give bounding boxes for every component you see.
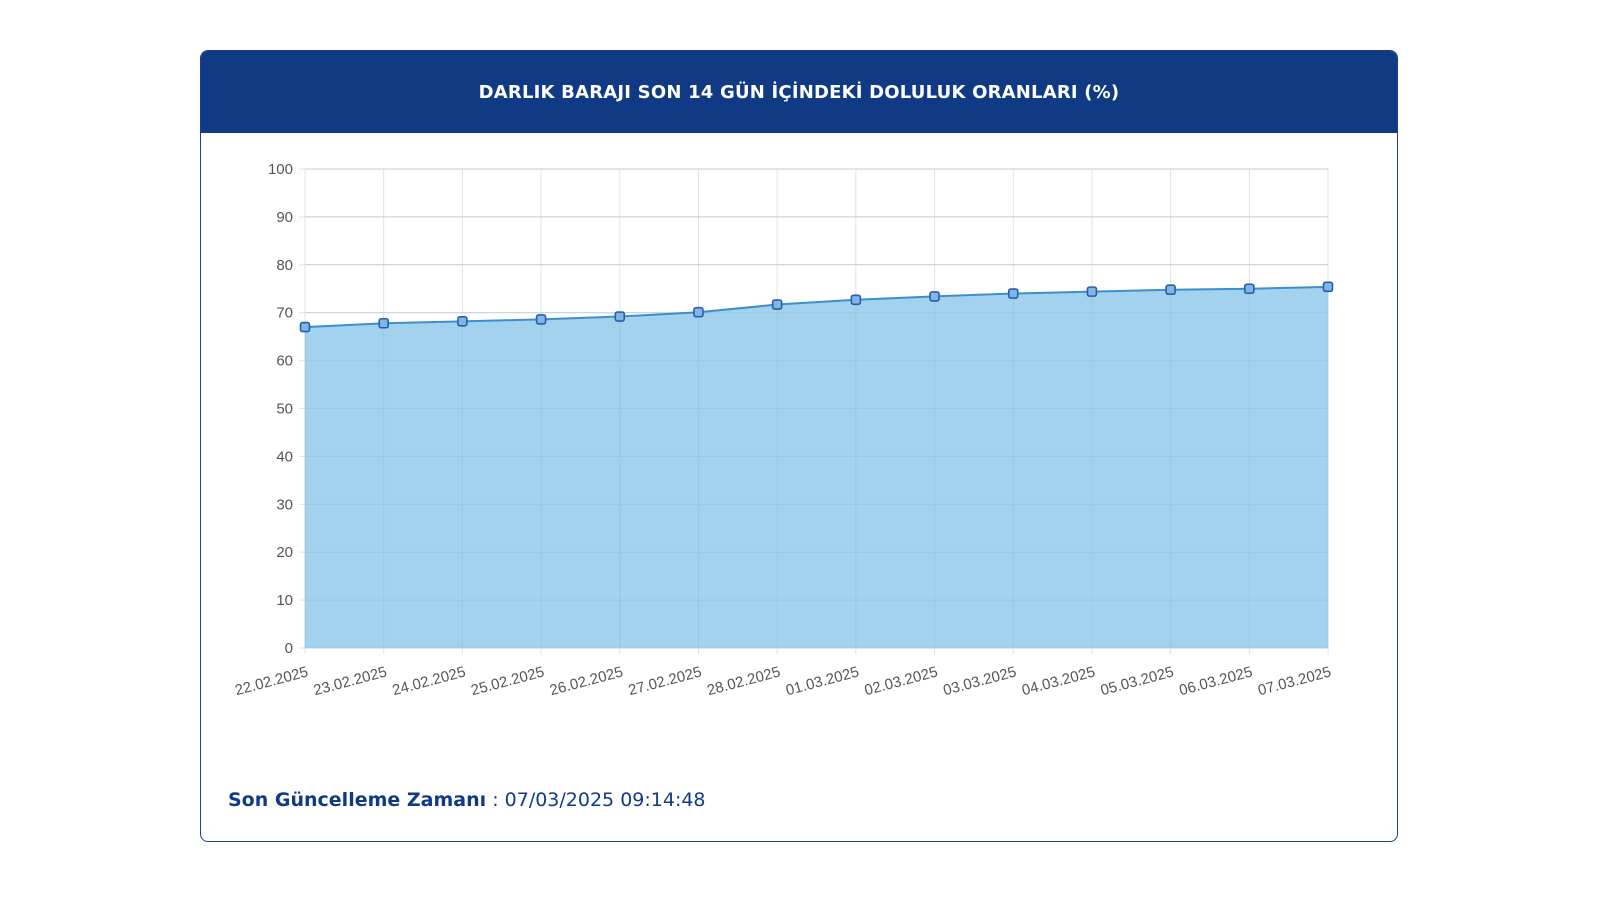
series-area (305, 286, 1328, 648)
x-tick-label: 03.03.2025 (941, 663, 1018, 699)
data-point (1165, 284, 1176, 296)
x-tick-label: 24.02.2025 (391, 663, 468, 699)
last-update: Son Güncelleme Zamanı : 07/03/2025 09:14… (228, 789, 706, 811)
data-point (535, 314, 547, 325)
x-tick-label: 22.02.2025 (233, 663, 310, 699)
x-tick-label: 23.02.2025 (312, 663, 389, 699)
data-point (614, 311, 626, 322)
x-tick-label: 26.02.2025 (548, 663, 625, 699)
x-tick-label: 05.03.2025 (1099, 663, 1176, 699)
y-tick-label: 0 (285, 640, 293, 657)
y-tick-label: 60 (276, 353, 293, 370)
data-point (850, 294, 862, 306)
x-tick-label: 04.03.2025 (1020, 663, 1097, 699)
y-tick-label: 70 (276, 305, 293, 322)
x-tick-label: 28.02.2025 (705, 663, 782, 699)
chart-title: DARLIK BARAJI SON 14 GÜN İÇİNDEKİ DOLULU… (478, 81, 1120, 103)
y-tick-label: 80 (276, 257, 293, 274)
chart-card: DARLIK BARAJI SON 14 GÜN İÇİNDEKİ DOLULU… (200, 50, 1398, 842)
x-tick-label: 07.03.2025 (1256, 663, 1333, 699)
x-tick-label: 06.03.2025 (1177, 663, 1254, 699)
x-tick-label: 01.03.2025 (784, 663, 861, 699)
x-tick-label: 02.03.2025 (863, 663, 940, 699)
x-tick-label: 27.02.2025 (627, 663, 704, 699)
data-point (1322, 281, 1334, 293)
data-point (299, 321, 311, 333)
data-point (1244, 283, 1255, 295)
y-tick-label: 20 (276, 544, 293, 561)
data-point (1086, 286, 1098, 297)
data-point (378, 317, 389, 329)
fill-rate-chart: 0 10 20 30 40 50 60 70 80 90 100 22.02.2025 23.02.20… (233, 161, 1334, 699)
chart-area: 0 10 20 30 40 50 60 70 80 90 100 22.02.2025 23.02.20… (201, 133, 1397, 773)
y-tick-label: 50 (276, 401, 293, 418)
data-point (771, 299, 783, 310)
data-point (1007, 288, 1019, 299)
series-line (304, 285, 1329, 329)
data-point (929, 291, 940, 302)
last-update-label: Son Güncelleme Zamanı (228, 789, 487, 811)
last-update-separator: : (486, 789, 505, 811)
y-tick-label: 100 (268, 161, 293, 178)
y-tick-label: 10 (276, 592, 293, 609)
card-header: DARLIK BARAJI SON 14 GÜN İÇİNDEKİ DOLULU… (201, 51, 1397, 133)
y-tick-label: 30 (276, 496, 293, 513)
data-point (693, 306, 704, 318)
x-tick-label: 25.02.2025 (469, 663, 546, 699)
y-tick-label: 40 (276, 448, 293, 465)
data-point (457, 316, 468, 327)
last-update-value: 07/03/2025 09:14:48 (504, 789, 706, 811)
y-tick-label: 90 (276, 209, 293, 226)
